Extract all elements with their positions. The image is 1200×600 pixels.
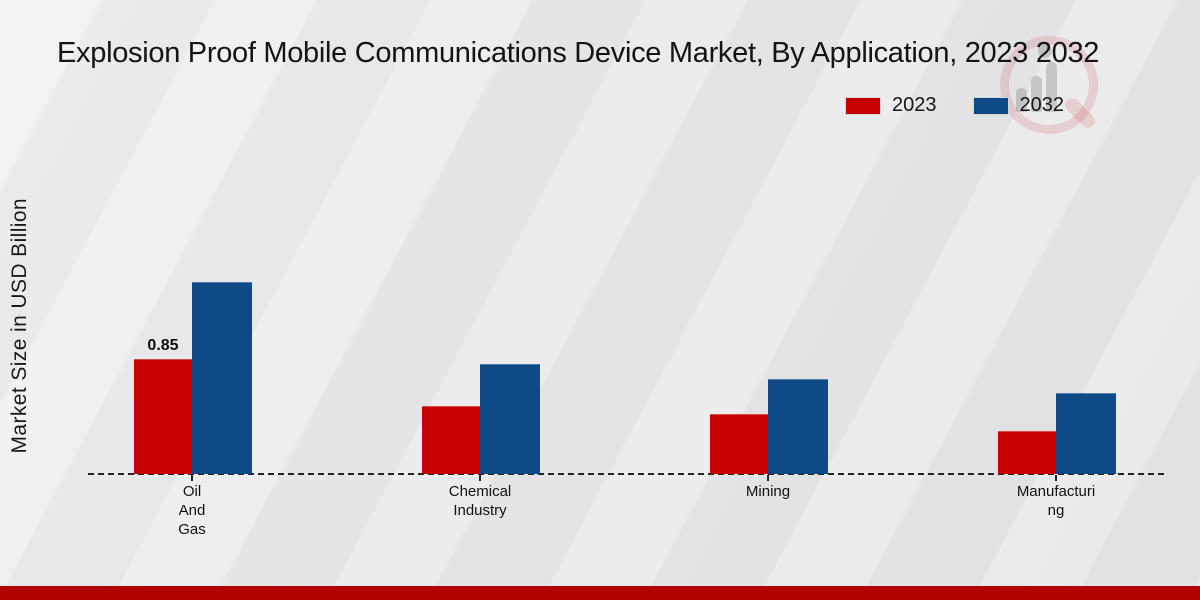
x-axis-tick — [1055, 475, 1057, 481]
category-label-line: Chemical — [448, 483, 512, 500]
x-axis-baseline — [88, 473, 1164, 475]
category-label-line: Gas — [178, 521, 206, 538]
y-axis-label: Market Size in USD Billion — [8, 198, 31, 454]
category-label-line: Industry — [453, 502, 507, 519]
category-label-line: ng — [1047, 502, 1065, 519]
bar-2023-manufacturing — [998, 431, 1056, 474]
category-label-line: Oil — [182, 483, 202, 500]
bar-2023-mining — [710, 414, 768, 474]
x-axis-tick — [191, 475, 193, 481]
category-label-line: Mining — [745, 483, 791, 500]
category-label-oil-and-gas: Oil And Gas — [107, 482, 277, 539]
bar-2032-mining — [768, 379, 828, 474]
footer-accent-band — [0, 586, 1200, 600]
category-label-line: Manufacturi — [1016, 483, 1096, 500]
bar-2032-chemical-industry — [480, 364, 540, 474]
legend-item-2032: 2032 — [972, 94, 1065, 117]
bar-2023-chemical-industry — [422, 406, 480, 474]
x-axis-tick — [767, 475, 769, 481]
legend-item-2023: 2023 — [845, 94, 937, 117]
category-label-mining: Mining — [683, 482, 853, 501]
bar-2023-oil-and-gas — [134, 359, 192, 474]
legend: 2023 2032 — [845, 94, 1100, 117]
bar-2032-oil-and-gas — [192, 282, 252, 474]
bar-value-label: 0.85 — [147, 337, 179, 354]
legend-label: 2032 — [1019, 94, 1065, 116]
category-label-line: And — [178, 502, 206, 519]
legend-label: 2023 — [892, 94, 937, 116]
chart-title: Explosion Proof Mobile Communications De… — [57, 37, 1100, 69]
legend-swatch-2023 — [845, 96, 881, 115]
category-label-chemical-industry: Chemical Industry — [395, 482, 565, 520]
category-label-manufacturing: Manufacturi ng — [971, 482, 1141, 520]
legend-swatch-2032 — [972, 96, 1009, 115]
x-axis-tick — [479, 475, 481, 481]
bar-2032-manufacturing — [1056, 393, 1116, 474]
